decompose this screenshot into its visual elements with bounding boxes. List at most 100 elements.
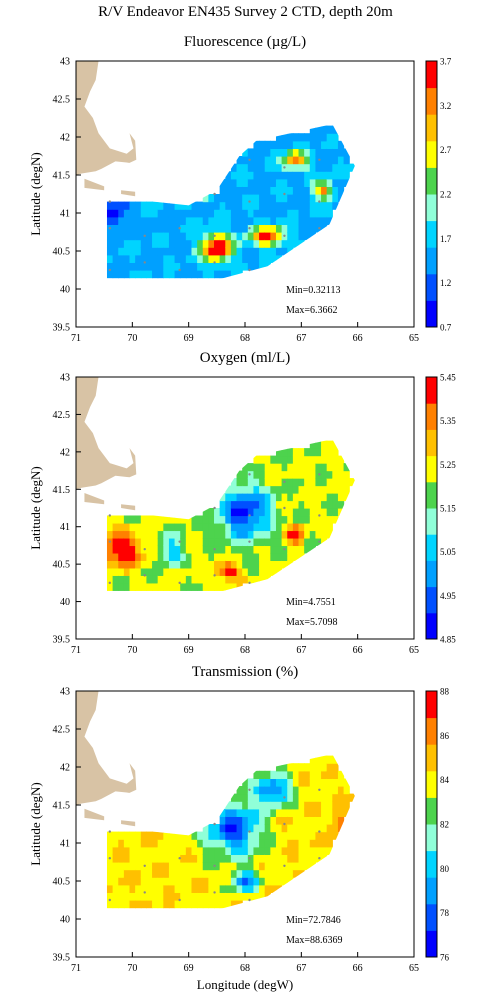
field-cell [236, 869, 243, 878]
field-cell [185, 575, 193, 584]
field-cell [242, 892, 249, 901]
field-cell [202, 552, 209, 561]
field-cell [174, 254, 181, 263]
field-cell [185, 884, 193, 893]
field-cell [236, 194, 243, 203]
field-cell [315, 763, 322, 772]
field-cell [118, 270, 125, 279]
field-cell [112, 216, 119, 225]
field-cell [191, 262, 198, 271]
field-cell [106, 254, 114, 263]
field-cell [247, 839, 255, 848]
field-cell [236, 270, 243, 279]
field-cell [326, 508, 333, 517]
field-cell [146, 552, 153, 561]
field-cell [180, 545, 187, 554]
field-cell [112, 560, 119, 569]
field-cell [321, 224, 328, 233]
field-cell [174, 216, 181, 225]
field-cell [219, 508, 226, 517]
colorbar-segment [426, 403, 437, 430]
station-marker [213, 506, 216, 510]
field-cell [180, 846, 187, 855]
field-cell [287, 793, 294, 802]
field-cell [275, 216, 283, 225]
x-tick-label: 71 [71, 963, 81, 974]
colorbar-tick-label: 1.7 [440, 234, 452, 244]
field-cell [208, 515, 215, 524]
field-cell [123, 530, 131, 539]
field-cell [191, 869, 198, 878]
field-cell [292, 824, 300, 833]
field-cell [135, 545, 142, 554]
field-cell [304, 763, 311, 772]
field-cell [123, 224, 131, 233]
field-contours [106, 125, 355, 279]
field-cell [118, 575, 125, 584]
field-cell [270, 140, 277, 149]
field-cell [275, 239, 283, 248]
field-cell [343, 808, 350, 817]
field-cell [253, 247, 260, 256]
field-cell [197, 247, 204, 256]
field-cell [236, 786, 243, 795]
field-cell [129, 575, 136, 584]
field-cell [326, 201, 333, 210]
colorbar-tick-label: 5.05 [440, 547, 456, 557]
field-cell [343, 163, 350, 172]
field-cell [287, 854, 294, 863]
field-cell [219, 493, 226, 502]
field-cell [253, 892, 260, 901]
field-cell [168, 262, 176, 271]
field-cell [315, 178, 322, 187]
field-cell [180, 254, 187, 263]
field-cell [298, 824, 305, 833]
field-cell [135, 877, 142, 886]
field-cell [191, 239, 198, 248]
field-cell [281, 770, 288, 779]
field-cell [146, 216, 153, 225]
field-cell [275, 171, 283, 180]
panel-transmission: Transmission (%) 43 42.5 42 41.5 41 40.5 40 39.… [0, 664, 491, 999]
colorbar-segment [426, 586, 437, 614]
field-cell [287, 824, 294, 833]
field-cell [259, 455, 266, 464]
field-cell [174, 552, 181, 561]
field-cell [292, 831, 300, 840]
field-cell [202, 900, 209, 909]
field-cell [343, 156, 350, 165]
field-cell [292, 209, 300, 218]
field-cell [197, 530, 204, 539]
field-cell [332, 178, 339, 187]
y-tick-label: 42.5 [53, 95, 71, 106]
field-cell [275, 522, 283, 532]
field-cell [281, 493, 288, 502]
field-cell [135, 560, 142, 569]
field-cell [191, 201, 198, 210]
field-cell [270, 485, 277, 494]
field-cell [264, 470, 271, 479]
field-cell [281, 470, 288, 479]
field-cell [146, 567, 153, 576]
field-cell [129, 582, 136, 591]
field-cell [174, 270, 181, 279]
field-cell [191, 209, 198, 218]
field-cell [174, 537, 181, 547]
field-cell [332, 801, 339, 810]
field-cell [321, 854, 328, 863]
field-cell [292, 470, 300, 479]
field-cell [253, 862, 260, 871]
field-cell [163, 560, 170, 569]
field-cell [275, 793, 283, 802]
field-cell [208, 201, 215, 210]
field-cell [264, 560, 271, 569]
field-cell [112, 537, 119, 547]
field-cell [123, 854, 131, 863]
field-cell [287, 801, 294, 810]
field-cell [242, 778, 249, 787]
field-cell [242, 194, 249, 203]
field-cell [304, 140, 311, 149]
field-cell [168, 884, 176, 893]
field-cell [281, 816, 288, 825]
